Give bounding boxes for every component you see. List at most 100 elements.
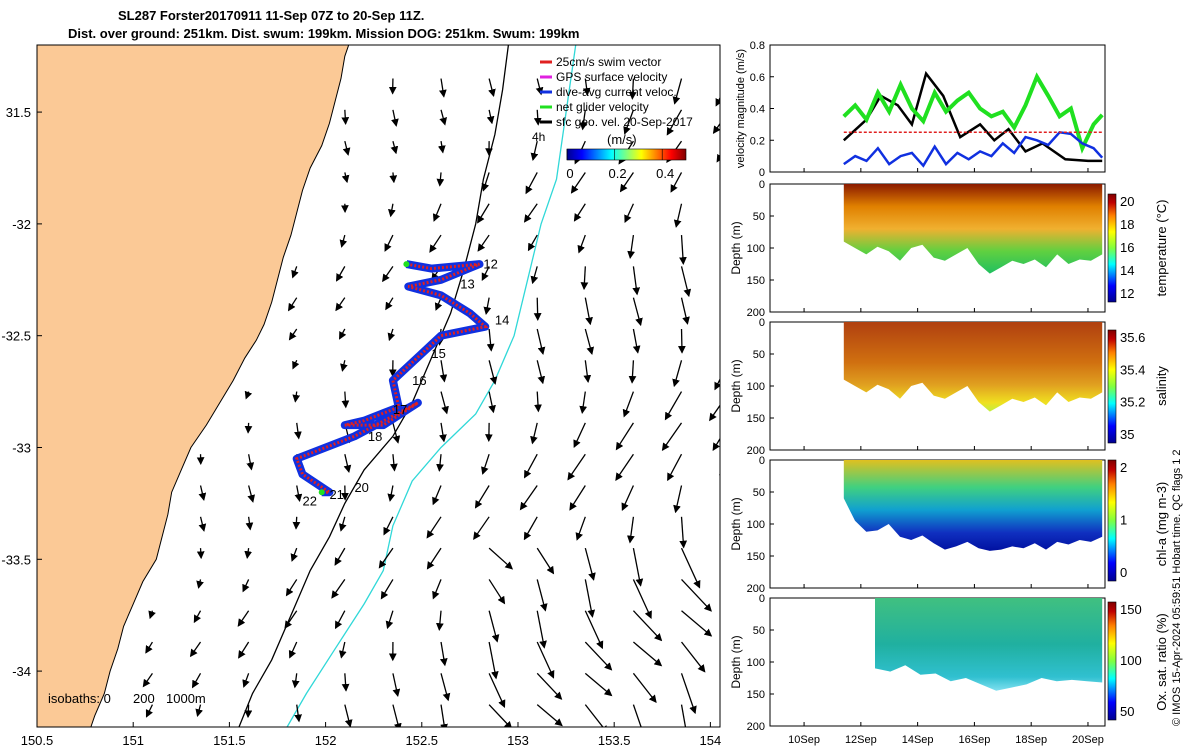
- track-day-label: 14: [495, 313, 509, 328]
- velocity-arrow: [536, 547, 555, 575]
- isobath-1000m-line: [286, 45, 577, 727]
- section-colorbar: [1107, 193, 1117, 303]
- colorbar-title: salinity: [1154, 366, 1169, 406]
- velocity-arrow: [536, 704, 563, 727]
- velocity-arrow: [673, 485, 683, 514]
- velocity-arrow: [584, 641, 613, 671]
- time-tick-label: 20Sep: [1072, 734, 1104, 746]
- velocity-arrow: [336, 266, 346, 282]
- velocity-arrow: [292, 516, 301, 530]
- velocity-arrow: [584, 672, 613, 697]
- velocity-arrow: [584, 704, 609, 727]
- velocity-arrow: [440, 704, 448, 727]
- velocity-arrow: [584, 297, 593, 326]
- track-day-label: 21: [329, 487, 343, 502]
- velocity-arrow: [672, 78, 683, 105]
- section-y-axis-label: Depth (m): [729, 221, 743, 274]
- section-y-tick-label: 50: [753, 487, 765, 499]
- velocity-arrow: [730, 705, 745, 747]
- velocity-arrow: [437, 141, 446, 154]
- velocity-arrow: [525, 172, 538, 195]
- velocity-arrow: [189, 641, 202, 658]
- velocity-arrow: [142, 672, 153, 688]
- velocity-arrow: [519, 485, 538, 511]
- velocity-arrow: [719, 474, 720, 483]
- velocity-arrow: [439, 422, 447, 443]
- time-tick-label: 14Sep: [902, 734, 934, 746]
- velocity-arrow: [570, 172, 586, 194]
- map-y-tick-label: -34: [12, 664, 31, 679]
- section-y-axis-label: Depth (m): [729, 359, 743, 412]
- velocity-arrow: [473, 516, 490, 541]
- velocity-arrow: [388, 203, 396, 218]
- velocity-arrow: [237, 610, 250, 627]
- velocity-arrow: [439, 736, 441, 750]
- legend-entry: net glider velocity: [556, 100, 649, 114]
- track-day-label: 16: [412, 373, 426, 388]
- velocity-arrow: [341, 391, 350, 409]
- velocity-arrow: [148, 610, 156, 620]
- map-y-tick-label: -33: [12, 440, 31, 455]
- velocity-arrow: [681, 610, 713, 637]
- velocity-arrow: [193, 610, 202, 624]
- section-y-tick-label: 150: [747, 689, 765, 701]
- colorbar-title: Ox. sat. ratio (%): [1154, 613, 1169, 711]
- track-day-label: 17: [393, 402, 407, 417]
- velocity-arrow: [714, 377, 720, 391]
- velocity-arrow: [632, 672, 657, 704]
- velocity-arrow: [666, 109, 683, 136]
- section-y-tick-label: 0: [759, 317, 765, 329]
- velocity-arrow: [249, 736, 252, 750]
- map-x-tick-label: 152: [315, 733, 337, 748]
- velocity-arrow: [439, 641, 448, 667]
- velocity-arrow: [524, 453, 538, 479]
- velocity-arrow: [244, 422, 253, 434]
- velocity-arrow: [145, 704, 154, 718]
- velocity-arrow: [294, 485, 303, 502]
- velocity-arrow: [339, 234, 348, 248]
- colorbar-tick-label: 100: [1120, 653, 1142, 668]
- section-y-tick-label: 100: [747, 381, 765, 393]
- velocity-arrow: [481, 453, 490, 475]
- chart-title-line-1: SL287 Forster20170911 11-Sep 07Z to 20-S…: [118, 8, 425, 23]
- velocity-arrow: [680, 704, 687, 727]
- velocity-arrow: [632, 297, 643, 327]
- speed-colorbar: [566, 148, 687, 161]
- velocity-arrow: [196, 579, 204, 589]
- velocity-arrow: [341, 109, 350, 126]
- time-marker-label: 4h: [532, 130, 545, 144]
- time-tick-label: 12Sep: [845, 734, 877, 746]
- swim-vector-track: [294, 262, 489, 494]
- section-y-tick-label: 200: [747, 307, 765, 319]
- velocity-arrow: [573, 422, 586, 449]
- velocity-arrow: [580, 266, 589, 291]
- velocity-arrow: [383, 516, 394, 536]
- velocity-arrow: [615, 422, 634, 451]
- velocity-arrow: [672, 360, 683, 388]
- section-y-tick-label: 100: [747, 243, 765, 255]
- legend-entry: GPS surface velocity: [556, 70, 667, 84]
- velocity-arrow: [392, 422, 401, 444]
- time-tick-label: 18Sep: [1015, 734, 1047, 746]
- velocity-arrow: [722, 172, 729, 195]
- velocity-arrow: [536, 672, 563, 700]
- velocity-arrow: [440, 391, 449, 415]
- velocity-arrow: [633, 736, 641, 750]
- map-x-tick-label: 153: [507, 733, 529, 748]
- map-x-tick-label: 150.5: [21, 733, 54, 748]
- legend-entry: dive-avg current veloc.: [556, 85, 677, 99]
- section-y-tick-label: 50: [753, 625, 765, 637]
- time-tick-label: 16Sep: [959, 734, 991, 746]
- velocity-arrow: [436, 454, 444, 472]
- velocity-arrow: [679, 235, 687, 265]
- velocity-arrow: [523, 516, 538, 541]
- velocity-arrow: [434, 297, 443, 311]
- velocity-arrow: [533, 109, 542, 126]
- colorbar-tick-label: 1: [1120, 513, 1127, 528]
- velocity-arrow: [534, 391, 542, 413]
- colorbar-tick-label: 35: [1120, 427, 1134, 442]
- legend-entry: sfc geo. vel. 20-Sep-2017: [556, 115, 693, 129]
- velocity-arrow: [632, 610, 663, 642]
- velocity-arrow: [680, 297, 690, 325]
- velocity-arrow: [530, 422, 538, 445]
